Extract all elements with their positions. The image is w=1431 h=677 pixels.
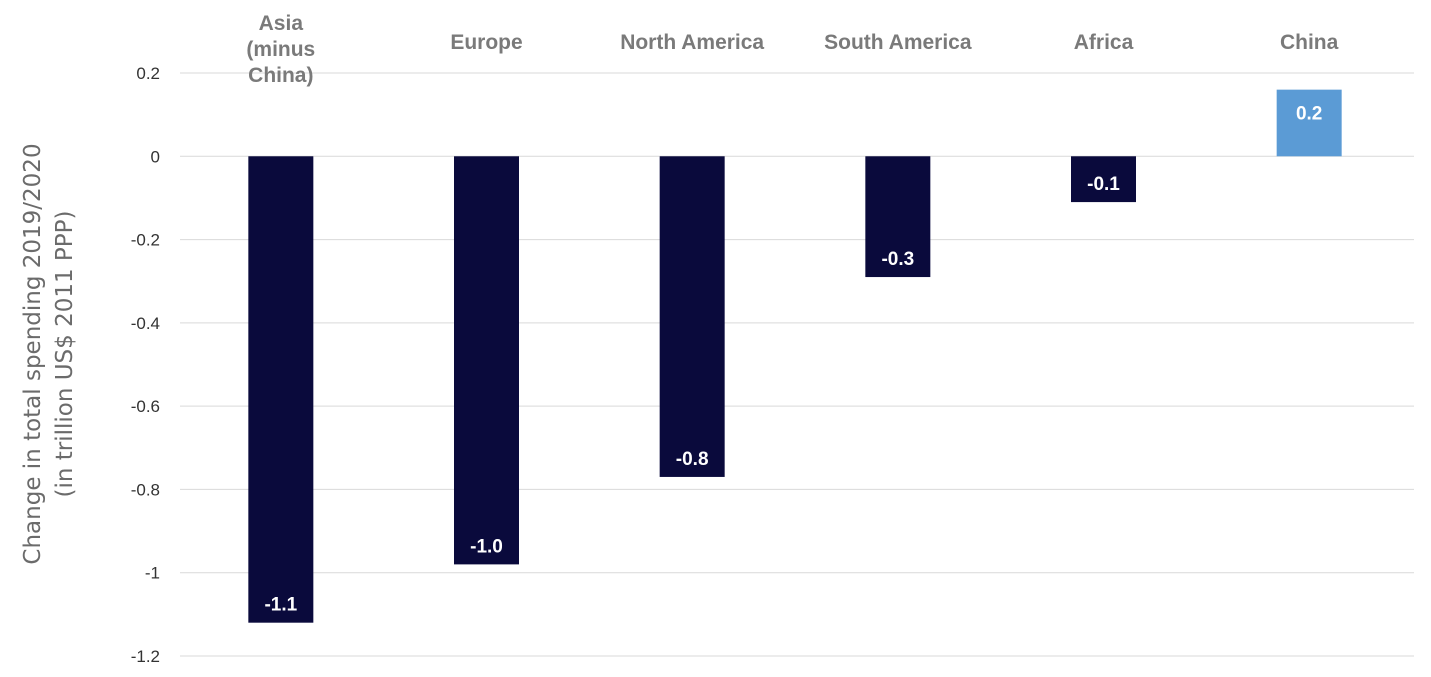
y-axis-ticks: 0.2 0 -0.2 -0.4 -0.6 -0.8 -1 -1.2 <box>131 64 160 666</box>
y-tick-label: -1 <box>145 564 160 583</box>
category-label: South America <box>824 31 972 54</box>
data-label: -0.1 <box>1087 174 1120 195</box>
category-label: China <box>1280 31 1339 54</box>
bar <box>248 156 314 623</box>
data-label: -0.8 <box>676 449 709 470</box>
data-label: -0.3 <box>881 249 914 270</box>
y-tick-label: -0.2 <box>131 231 160 250</box>
gridlines <box>180 72 1414 657</box>
data-label: 0.2 <box>1296 104 1322 125</box>
bar <box>865 156 931 278</box>
category-label: Africa <box>1074 31 1134 54</box>
y-tick-label: -0.6 <box>131 397 160 416</box>
y-axis-label-line-2: (in trillion US$ 2011 PPP) <box>52 210 78 497</box>
data-label: -1.0 <box>470 536 503 557</box>
y-tick-label: -0.8 <box>131 480 160 499</box>
category-label: China) <box>248 64 313 87</box>
bars: -1.1 -1.0 -0.8 -0.3 -0.1 0.2 <box>248 89 1342 623</box>
y-tick-label: 0 <box>151 147 160 166</box>
y-axis-label: Change in total spending 2019/2020 (in t… <box>20 143 78 564</box>
bar <box>1071 156 1136 203</box>
y-tick-label: -1.2 <box>131 647 160 666</box>
bar <box>454 156 519 565</box>
category-label: Europe <box>450 31 522 54</box>
bar <box>659 156 725 477</box>
y-tick-label: -0.4 <box>131 314 160 333</box>
category-labels: Asia (minus China) Europe North America South… <box>246 12 1338 87</box>
bar <box>1276 89 1342 157</box>
category-label: Asia <box>259 12 304 35</box>
category-label: North America <box>620 31 764 54</box>
y-tick-label: 0.2 <box>136 64 160 83</box>
y-axis-label-line-1: Change in total spending 2019/2020 <box>20 143 46 564</box>
category-label: (minus <box>246 38 315 61</box>
data-label: -1.1 <box>264 595 297 616</box>
